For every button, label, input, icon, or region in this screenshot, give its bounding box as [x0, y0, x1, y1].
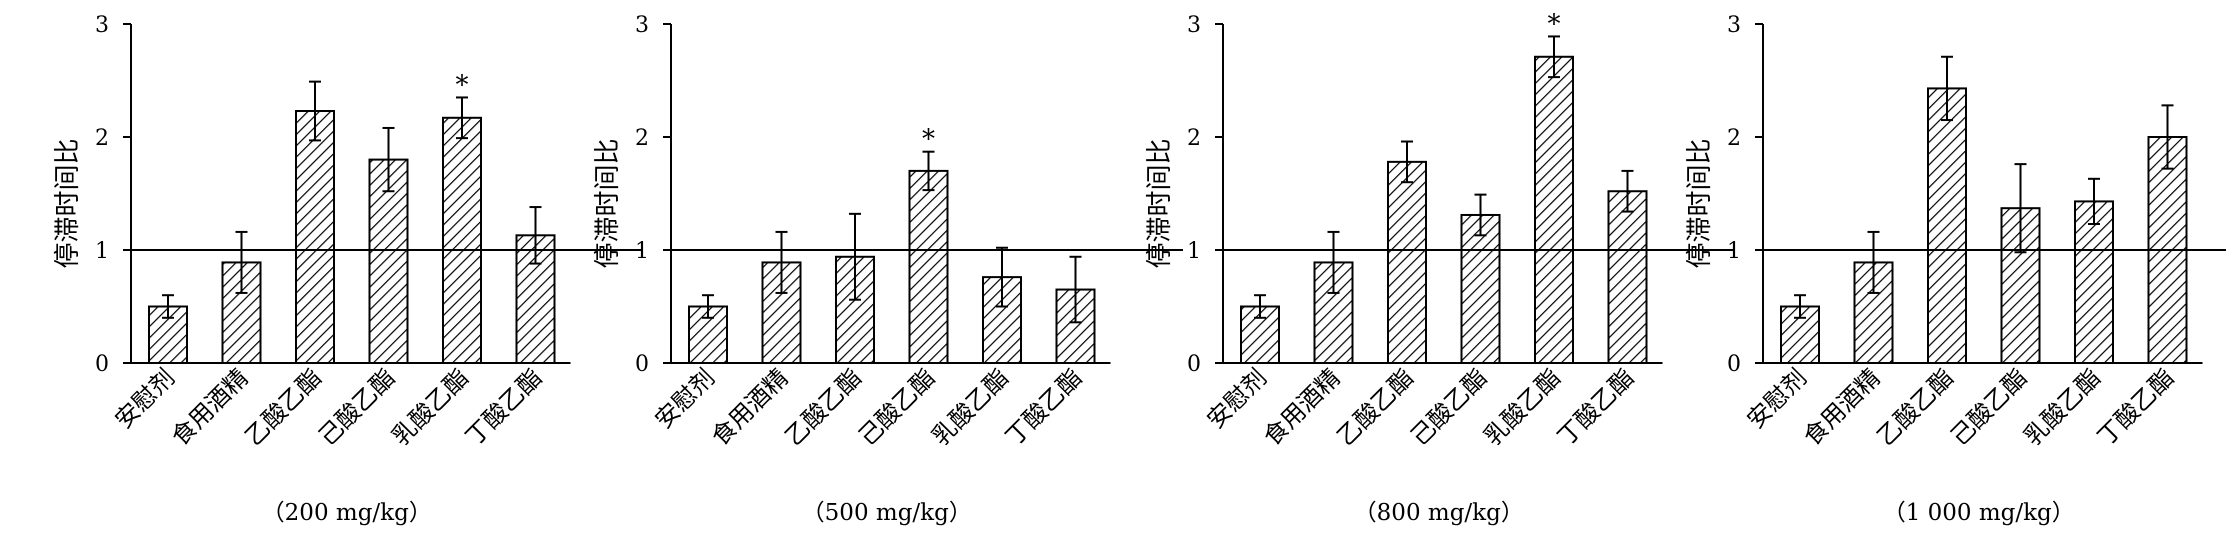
bar [295, 110, 335, 365]
y-axis-label: 停滞时间比 [593, 138, 623, 268]
x-tick-label: 乳酸乙酯 [387, 363, 475, 451]
x-tick-label: 己酸乙酯 [1945, 363, 2033, 451]
bar [1387, 160, 1427, 364]
x-tick-label: 食用酒精 [706, 363, 794, 451]
y-tick-label: 0 [635, 352, 649, 377]
x-tick-label: 己酸乙酯 [853, 363, 941, 451]
x-tick-label: 安慰剂 [110, 363, 181, 434]
x-tick-label: 乙酸乙酯 [240, 363, 328, 451]
y-tick-label: 0 [1727, 352, 1741, 377]
bar [1534, 55, 1574, 365]
bar [908, 169, 949, 364]
x-tick-label: 丁酸乙酯 [1000, 363, 1088, 451]
x-tick-label: 丁酸乙酯 [460, 363, 548, 451]
x-tick-label: 食用酒精 [166, 363, 254, 451]
y-tick-label: 2 [1187, 126, 1201, 151]
bar [1460, 213, 1501, 364]
y-axis-label: 停滞时间比 [53, 138, 83, 268]
x-tick-label: 安慰剂 [650, 363, 721, 434]
y-tick-label: 2 [95, 126, 109, 151]
bar [2074, 200, 2114, 364]
y-tick-label: 3 [1187, 13, 1201, 38]
y-tick-label: 0 [1187, 352, 1201, 377]
x-tick-label: 乙酸乙酯 [780, 363, 868, 451]
y-axis-label: 停滞时间比 [1685, 138, 1715, 268]
x-tick-label: 丁酸乙酯 [2092, 363, 2180, 451]
bar [1607, 190, 1648, 364]
y-axis-label: 停滞时间比 [1145, 138, 1175, 268]
y-tick-label: 3 [1727, 13, 1741, 38]
y-tick-label: 0 [95, 352, 109, 377]
x-tick-label: 乳酸乙酯 [927, 363, 1015, 451]
bar [442, 116, 482, 365]
y-tick-label: 2 [635, 126, 649, 151]
bar [368, 158, 409, 364]
panel-caption: （500 mg/kg） [802, 500, 972, 526]
x-tick-label: 己酸乙酯 [1405, 363, 1493, 451]
y-tick-label: 2 [1727, 126, 1741, 151]
bar [2000, 207, 2041, 364]
y-tick-label: 1 [95, 239, 109, 264]
panel-caption: （200 mg/kg） [262, 500, 432, 526]
x-tick-label: 乙酸乙酯 [1332, 363, 1420, 451]
y-tick-label: 1 [635, 239, 649, 264]
y-tick-label: 1 [1187, 239, 1201, 264]
x-tick-label: 丁酸乙酯 [1552, 363, 1640, 451]
bar [1927, 87, 1967, 364]
x-tick-label: 食用酒精 [1798, 363, 1886, 451]
y-tick-label: 3 [95, 13, 109, 38]
x-tick-label: 乙酸乙酯 [1872, 363, 1960, 451]
significance-marker: * [456, 70, 469, 100]
x-tick-label: 食用酒精 [1258, 363, 1346, 451]
significance-marker: * [1548, 9, 1561, 39]
x-tick-label: 安慰剂 [1202, 363, 1273, 434]
y-tick-label: 3 [635, 13, 649, 38]
y-tick-label: 1 [1727, 239, 1741, 264]
significance-marker: * [922, 125, 935, 155]
x-tick-label: 己酸乙酯 [313, 363, 401, 451]
x-tick-label: 乳酸乙酯 [1479, 363, 1567, 451]
panel-caption: （1 000 mg/kg） [1883, 500, 2075, 526]
panel-caption: （800 mg/kg） [1354, 500, 1524, 526]
x-tick-label: 乳酸乙酯 [2019, 363, 2107, 451]
x-tick-label: 安慰剂 [1742, 363, 1813, 434]
